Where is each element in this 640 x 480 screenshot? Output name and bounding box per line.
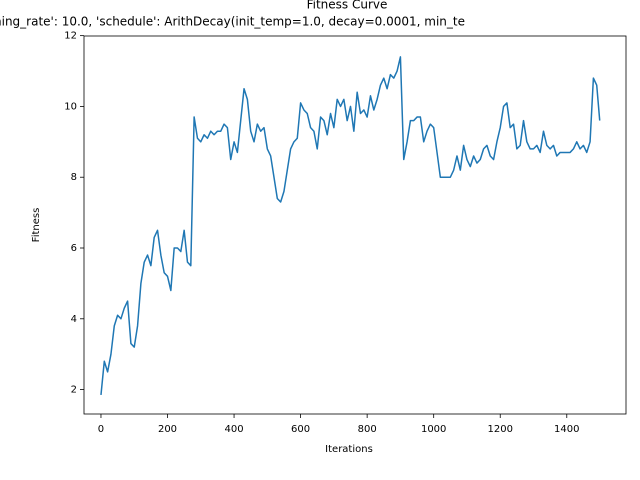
x-tick-label: 1400 [554,424,579,435]
chart-title: Fitness Curve [307,0,388,12]
x-tick-label: 400 [225,424,244,435]
x-tick-label: 600 [291,424,310,435]
x-tick-label: 0 [98,424,104,435]
y-tick-label: 8 [71,172,77,183]
x-tick-label: 1200 [488,424,513,435]
x-axis-label: Iterations [325,444,373,455]
x-tick-label: 800 [358,424,377,435]
line [100,56,601,395]
y-tick-label: 4 [71,314,77,325]
plot-frame [83,35,627,415]
y-tick-label: 2 [71,385,77,396]
chart-subtitle: ning_rate': 10.0, 'schedule': ArithDecay… [0,15,465,29]
y-tick-label: 6 [71,243,77,254]
y-tick-label: 10 [64,101,77,112]
y-tick-label: 12 [64,31,77,42]
x-tick-label: 1000 [421,424,446,435]
x-tick-label: 200 [158,424,177,435]
y-axis-label: Fitness [31,208,42,243]
